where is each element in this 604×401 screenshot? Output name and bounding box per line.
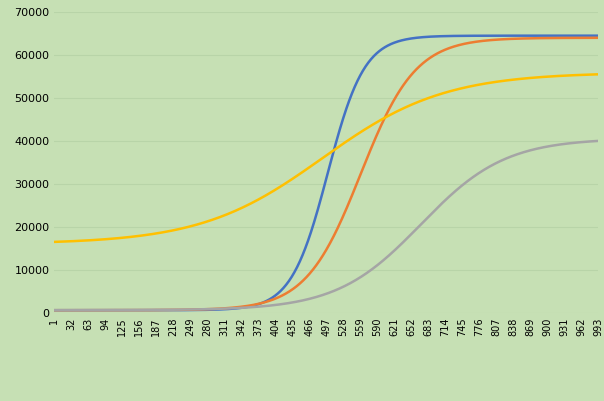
Series3 (355, 275, 362, 280)
Series1 (562, 33, 570, 38)
Series4 (133, 234, 140, 239)
Line: Series3: Series3 (54, 141, 598, 310)
Series3 (562, 141, 570, 146)
Line: Series1: Series1 (54, 36, 598, 310)
Series4 (355, 131, 362, 136)
Series4 (236, 207, 243, 212)
Series3 (85, 308, 92, 312)
Series2 (236, 305, 243, 310)
Series1 (594, 33, 602, 38)
Series1 (355, 75, 362, 80)
Series1 (133, 308, 140, 313)
Series1 (97, 308, 104, 313)
Series3 (594, 138, 602, 143)
Series2 (85, 308, 92, 313)
Series1 (236, 306, 243, 310)
Series4 (51, 239, 58, 244)
Series3 (133, 308, 140, 312)
Series1 (51, 308, 58, 313)
Series2 (97, 308, 104, 313)
Line: Series4: Series4 (54, 74, 598, 242)
Series2 (355, 176, 362, 180)
Series2 (594, 35, 602, 40)
Series3 (51, 308, 58, 313)
Series3 (97, 308, 104, 312)
Series1 (85, 308, 92, 313)
Line: Series2: Series2 (54, 38, 598, 310)
Series2 (51, 308, 58, 313)
Series4 (85, 238, 92, 243)
Series2 (133, 308, 140, 312)
Series4 (562, 73, 570, 78)
Series2 (562, 36, 570, 41)
Series4 (594, 72, 602, 77)
Series3 (236, 306, 243, 310)
Series4 (97, 237, 104, 242)
